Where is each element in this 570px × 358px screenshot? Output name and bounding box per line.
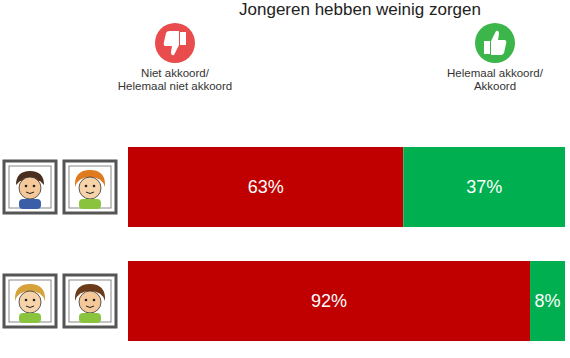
svg-text:92%: 92% [311, 291, 347, 311]
html-text:Jongeren hebben weinig zorgen: Jongeren hebben weinig zorgen [239, 0, 481, 19]
svg-text:63%: 63% [248, 177, 284, 197]
html-text:Helemaal akkoord/: Helemaal akkoord/ [447, 67, 543, 79]
svg-text:8%: 8% [535, 291, 561, 311]
html-text:Niet akkoord/: Niet akkoord/ [141, 67, 209, 79]
html-text:Helemaal niet akkoord: Helemaal niet akkoord [117, 80, 233, 92]
html-text:Akkoord: Akkoord [473, 80, 517, 92]
svg-text:37%: 37% [466, 177, 502, 197]
